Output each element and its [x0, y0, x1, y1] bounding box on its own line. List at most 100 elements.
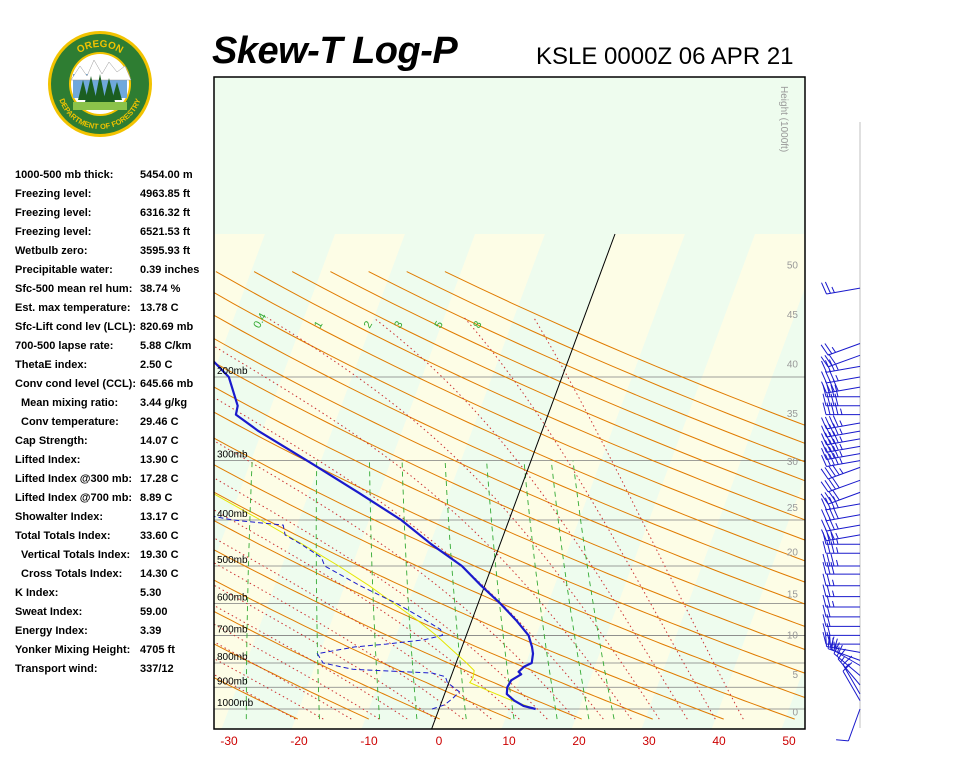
index-row: Wetbulb zero: 3595.93 ft [15, 245, 215, 264]
mixing-ratio-line [444, 460, 467, 720]
isotherm-band [361, 234, 615, 729]
pressure-label: 600mb [217, 593, 248, 604]
index-row: Conv temperature: 29.46 C [15, 416, 215, 435]
dry-adiabat [214, 314, 805, 583]
index-row: Mean mixing ratio: 3.44 g/kg [15, 397, 215, 416]
index-label: Mean mixing ratio: [21, 397, 119, 409]
x-tick-label: -20 [290, 734, 308, 748]
dry-adiabat [214, 386, 805, 651]
index-label: Precipitable water: [15, 264, 113, 276]
index-label: Est. max temperature: [15, 302, 131, 314]
moist-adiabat [463, 317, 716, 720]
dry-adiabat [406, 271, 805, 444]
pressure-label: 500mb [217, 555, 248, 566]
x-tick-label: 40 [712, 734, 726, 748]
mixing-ratio-label: 3 [392, 319, 405, 330]
index-row: Precipitable water: 0.39 inches [15, 264, 215, 283]
dry-adiabat [214, 643, 370, 720]
index-value: 14.30 C [140, 568, 179, 580]
index-row: Freezing level: 4963.85 ft [15, 188, 215, 207]
index-row: Est. max temperature: 13.78 C [15, 302, 215, 321]
zero-isotherm-line [431, 233, 616, 729]
dry-adiabat [330, 271, 805, 482]
dry-adiabat [214, 549, 582, 720]
dry-adiabat [214, 338, 805, 605]
isotherm-band [711, 476, 805, 729]
index-value: 13.90 C [140, 454, 179, 466]
index-row: Lifted Index @700 mb: 8.89 C [15, 492, 215, 511]
x-tick-label: -10 [360, 734, 378, 748]
station-time-label: KSLE 0000Z 06 APR 21 [536, 43, 794, 70]
mixing-ratio-line [401, 460, 418, 720]
mixing-ratio-line [572, 460, 615, 720]
dry-adiabat [214, 520, 653, 720]
index-row: K Index: 5.30 [15, 587, 215, 606]
isotherm-band [852, 234, 960, 729]
index-row: Lifted Index @300 mb: 17.28 C [15, 473, 215, 492]
index-value: 3.44 g/kg [140, 397, 188, 409]
index-label: Lifted Index @700 mb: [15, 492, 133, 504]
index-label: Energy Index: [15, 625, 88, 637]
x-tick-label: 30 [642, 734, 656, 748]
dry-adiabat [214, 292, 805, 562]
mixing-ratio-label: 8 [471, 319, 484, 330]
index-label: Sfc-Lift cond lev (LCL): [15, 321, 136, 333]
height-axis-label: Height (1000ft) [778, 86, 789, 152]
height-tick-label: 15 [787, 590, 799, 601]
index-label: Cross Totals Index: [21, 568, 123, 580]
index-value: 14.07 C [140, 435, 179, 447]
x-tick-label: 50 [782, 734, 796, 748]
index-row: 1000-500 mb thick: 5454.00 m [15, 169, 215, 188]
height-tick-label: 25 [787, 503, 799, 514]
dry-adiabat [215, 271, 805, 541]
index-value: 6316.32 ft [140, 207, 191, 219]
x-tick-label: 10 [502, 734, 516, 748]
height-tick-label: 35 [787, 409, 799, 420]
index-label: Sweat Index: [15, 606, 83, 618]
index-label: Wetbulb zero: [15, 245, 88, 257]
index-label: Showalter Index: [15, 511, 104, 523]
index-label: Freezing level: [15, 207, 92, 219]
height-tick-label: 50 [787, 261, 799, 272]
index-row: Cap Strength: 14.07 C [15, 435, 215, 454]
index-label: Freezing level: [15, 188, 92, 200]
index-label: Cap Strength: [15, 435, 88, 447]
height-tick-label: 0 [792, 708, 798, 719]
index-row: Conv cond level (CCL): 645.66 mb [15, 378, 215, 397]
isotherm-band [0, 234, 125, 729]
isotherm-band [431, 234, 685, 729]
index-label: Yonker Mixing Height: [15, 644, 131, 656]
index-row: Sweat Index: 59.00 [15, 606, 215, 625]
dewpoint-trace [214, 515, 461, 710]
index-value: 19.30 C [140, 549, 179, 561]
oregon-department-of-forestry-logo: OREGON DEPARTMENT OF FORESTRY [48, 31, 152, 137]
plot-area: 0.4 1 2 3 5 8 [0, 77, 960, 729]
index-value: 4963.85 ft [140, 188, 191, 200]
index-value: 17.28 C [140, 473, 179, 485]
index-row: Vertical Totals Index: 19.30 C [15, 549, 215, 568]
index-row: Sfc-500 mean rel hum: 38.74 % [15, 283, 215, 302]
mixing-ratio-line [315, 460, 320, 720]
isotherm-band [0, 234, 55, 729]
index-value: 337/12 [140, 663, 174, 675]
index-label: Sfc-500 mean rel hum: [15, 283, 133, 295]
index-row: Total Totals Index: 33.60 C [15, 530, 215, 549]
index-label: ThetaE index: [15, 359, 88, 371]
index-label: Lifted Index: [15, 454, 81, 466]
index-value: 2.50 C [140, 359, 173, 371]
height-tick-label: 30 [787, 457, 799, 468]
dry-adiabat [214, 437, 805, 699]
temperature-trace [214, 360, 536, 711]
mixing-ratio-line [523, 460, 558, 720]
dry-adiabat [291, 271, 805, 501]
dry-adiabat [214, 411, 805, 674]
index-row: Freezing level: 6316.32 ft [15, 207, 215, 226]
dry-adiabat [368, 271, 805, 463]
svg-text:OREGON: OREGON [75, 39, 125, 56]
height-tick-label: 40 [787, 360, 799, 371]
isotherm-band [641, 287, 805, 729]
index-row: Transport wind: 337/12 [15, 663, 215, 682]
index-value: 8.89 C [140, 492, 173, 504]
index-row: Sfc-Lift cond lev (LCL): 820.69 mb [15, 321, 215, 340]
index-value: 6521.53 ft [140, 226, 191, 238]
